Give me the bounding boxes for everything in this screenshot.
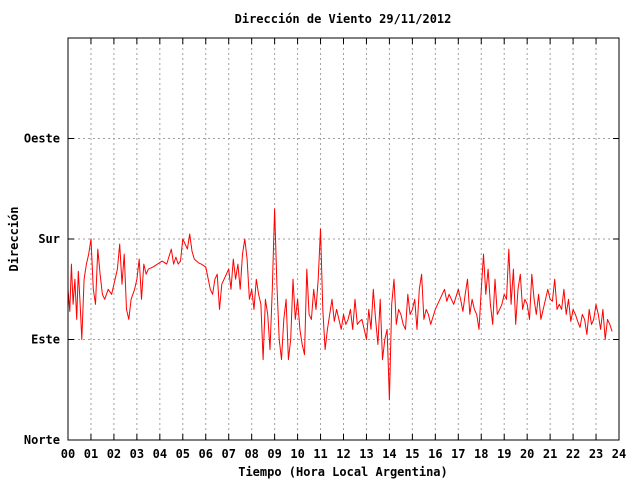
x-tick-label: 05 xyxy=(176,447,190,461)
series-line xyxy=(67,208,613,401)
x-tick-label: 19 xyxy=(497,447,511,461)
x-axis-label: Tiempo (Hora Local Argentina) xyxy=(238,465,448,479)
x-tick-label: 09 xyxy=(267,447,281,461)
x-tick-label: 11 xyxy=(313,447,327,461)
x-tick-label: 15 xyxy=(405,447,419,461)
x-tick-label: 04 xyxy=(153,447,167,461)
series-group xyxy=(67,208,613,401)
x-tick-label: 08 xyxy=(244,447,258,461)
x-tick-label: 21 xyxy=(543,447,557,461)
y-tick-label: Sur xyxy=(38,232,60,246)
x-tick-label: 02 xyxy=(107,447,121,461)
x-tick-label: 06 xyxy=(199,447,213,461)
x-tick-label: 24 xyxy=(612,447,626,461)
chart-title: Dirección de Viento 29/11/2012 xyxy=(235,12,452,26)
x-tick-label: 18 xyxy=(474,447,488,461)
x-tick-label: 07 xyxy=(221,447,235,461)
x-tick-label: 17 xyxy=(451,447,465,461)
x-tick-label: 23 xyxy=(589,447,603,461)
x-tick-label: 01 xyxy=(84,447,98,461)
x-tick-label: 22 xyxy=(566,447,580,461)
x-tick-label: 16 xyxy=(428,447,442,461)
x-tick-label: 13 xyxy=(359,447,373,461)
x-tick-label: 00 xyxy=(61,447,75,461)
y-tick-label: Oeste xyxy=(24,132,60,146)
y-tick-label: Este xyxy=(31,333,60,347)
x-tick-label: 14 xyxy=(382,447,396,461)
x-tick-label: 20 xyxy=(520,447,534,461)
grid-lines xyxy=(68,38,619,440)
x-tick-label: 03 xyxy=(130,447,144,461)
y-tick-label: Norte xyxy=(24,433,60,447)
axis-ticks: 00 01 02 03 04 05 06 07 08 09 10 11 12 13 14 15 16 17 18 19… xyxy=(24,38,626,461)
y-axis-label: Dirección xyxy=(7,206,21,271)
x-tick-label: 12 xyxy=(336,447,350,461)
x-tick-label: 10 xyxy=(290,447,304,461)
